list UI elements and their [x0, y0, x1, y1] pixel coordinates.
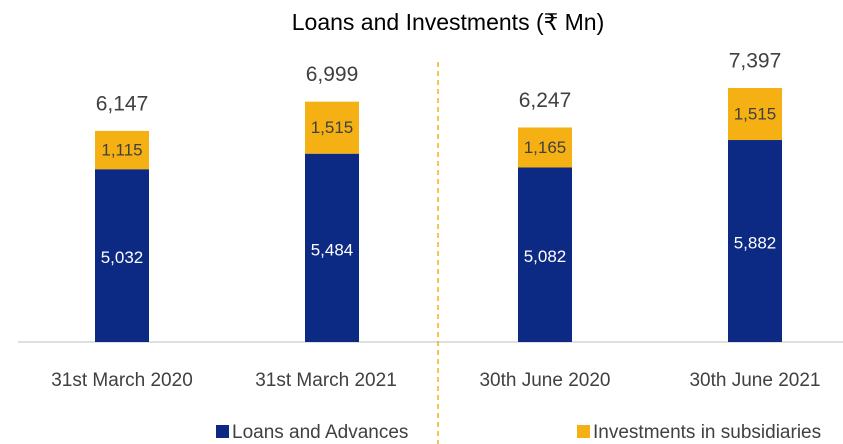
total-label: 7,397	[729, 50, 782, 73]
bar-segment	[518, 127, 572, 168]
segment-label: 1,165	[524, 138, 567, 157]
bar-segment	[95, 130, 149, 170]
x-tick-label: 31st March 2020	[51, 370, 193, 391]
bar-segment	[728, 140, 782, 342]
bar-segment	[518, 167, 572, 342]
bar-segment	[95, 169, 149, 342]
bar-segment	[305, 101, 359, 154]
total-label: 6,999	[306, 63, 359, 86]
segment-label: 1,515	[311, 118, 354, 137]
bar-segment	[728, 88, 782, 141]
total-label: 6,247	[519, 89, 572, 112]
legend-swatch	[577, 425, 590, 438]
segment-label: 1,515	[734, 104, 777, 123]
x-tick-label: 30th June 2020	[479, 370, 610, 391]
segment-label: 5,484	[311, 240, 354, 259]
legend-label: Loans and Advances	[232, 422, 408, 443]
legend-label: Investments in subsidiaries	[593, 422, 821, 443]
segment-label: 1,115	[101, 141, 142, 160]
segment-label: 5,882	[734, 233, 777, 252]
x-tick-label: 31st March 2021	[255, 370, 397, 391]
chart-title: Loans and Investments (₹ Mn)	[292, 9, 605, 35]
segment-label: 5,032	[101, 248, 144, 267]
segment-label: 5,082	[524, 247, 567, 266]
total-label: 6,147	[96, 92, 149, 115]
legend-swatch	[216, 425, 229, 438]
x-tick-label: 30th June 2021	[689, 370, 820, 391]
bar-segment	[305, 153, 359, 342]
